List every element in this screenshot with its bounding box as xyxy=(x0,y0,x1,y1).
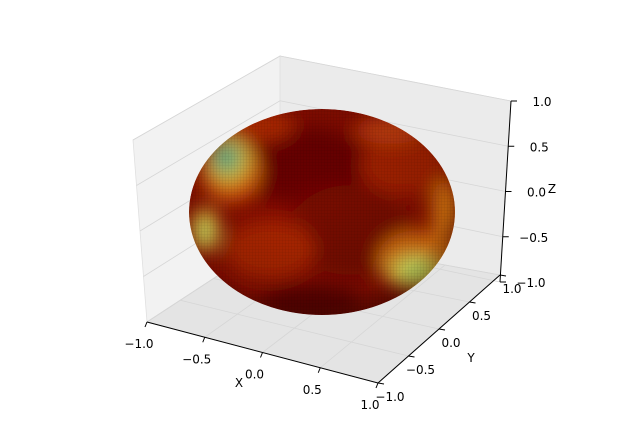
x-tick xyxy=(317,367,321,373)
axis-ticks: −1.0−0.50.00.51.0−1.0−0.50.00.51.0−1.0−0… xyxy=(124,95,551,412)
x-tick-label: −1.0 xyxy=(124,337,153,351)
z-tick-label: 1.0 xyxy=(532,95,551,109)
x-tick xyxy=(144,321,148,328)
x-tick-label: −0.5 xyxy=(182,352,211,366)
z-gridline xyxy=(132,55,512,141)
x-tick-label: 1.0 xyxy=(360,398,379,412)
x-tick-label: 0.5 xyxy=(303,383,322,397)
x-axis-title: X xyxy=(235,376,243,390)
y-axis-title: Y xyxy=(466,351,475,365)
x-tick xyxy=(260,352,263,358)
y-tick xyxy=(408,355,415,358)
y-tick-label: 0.0 xyxy=(441,336,460,350)
y-tick-label: 1.0 xyxy=(502,282,521,296)
y-tick xyxy=(469,301,476,304)
x-tick-label: 0.0 xyxy=(245,368,264,382)
z-tick-label: 0.0 xyxy=(527,186,546,200)
y-tick xyxy=(377,382,385,385)
y-tick-label: −1.0 xyxy=(375,390,404,404)
x-tick xyxy=(202,337,206,343)
z-axis-title: Z xyxy=(548,182,556,196)
z-gridline xyxy=(136,100,509,186)
y-tick xyxy=(499,274,507,277)
x-tick xyxy=(375,382,379,389)
sphere-surface xyxy=(189,109,455,315)
y-tick xyxy=(438,328,446,331)
y-tick-label: −0.5 xyxy=(406,363,435,377)
z-tick-label: −0.5 xyxy=(519,231,548,245)
y-gridline xyxy=(180,299,409,357)
z-tick-label: −1.0 xyxy=(516,276,545,290)
y-tick-label: 0.5 xyxy=(472,309,491,323)
z-tick-label: 0.5 xyxy=(530,140,549,154)
